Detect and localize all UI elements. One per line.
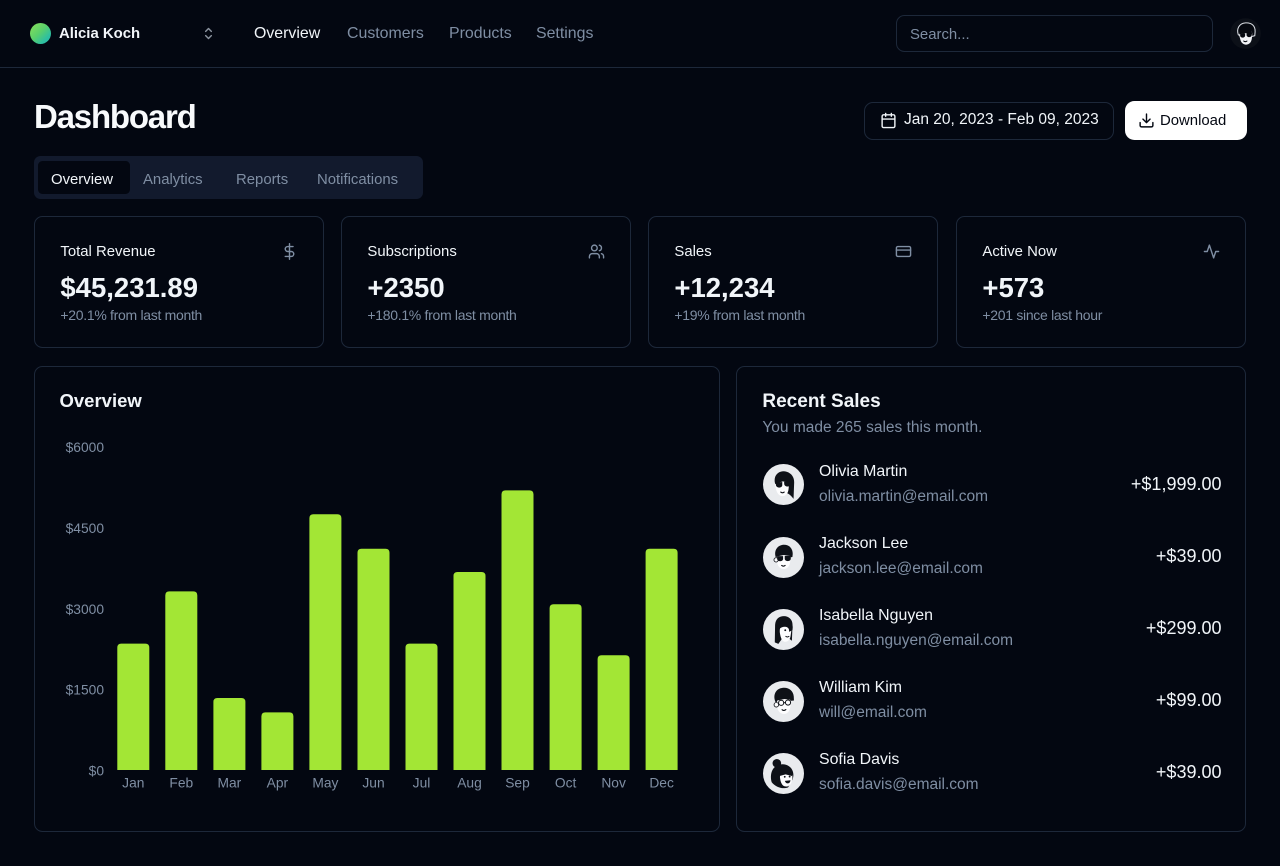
svg-text:Jul: Jul [413, 775, 431, 790]
svg-text:Aug: Aug [457, 775, 482, 790]
svg-text:$0: $0 [89, 763, 105, 778]
svg-text:Jan: Jan [122, 775, 144, 790]
svg-text:$3000: $3000 [66, 601, 105, 616]
svg-text:Dec: Dec [649, 775, 674, 790]
svg-text:Oct: Oct [555, 775, 577, 790]
svg-text:Mar: Mar [218, 775, 242, 790]
svg-text:Sep: Sep [505, 775, 530, 790]
svg-text:$4500: $4500 [66, 520, 105, 535]
svg-text:May: May [312, 775, 338, 790]
svg-text:Apr: Apr [267, 775, 289, 790]
svg-text:Jun: Jun [362, 775, 384, 790]
svg-text:Nov: Nov [601, 775, 626, 790]
svg-text:$1500: $1500 [66, 682, 105, 697]
svg-text:$6000: $6000 [66, 440, 105, 455]
svg-text:Feb: Feb [169, 775, 193, 790]
